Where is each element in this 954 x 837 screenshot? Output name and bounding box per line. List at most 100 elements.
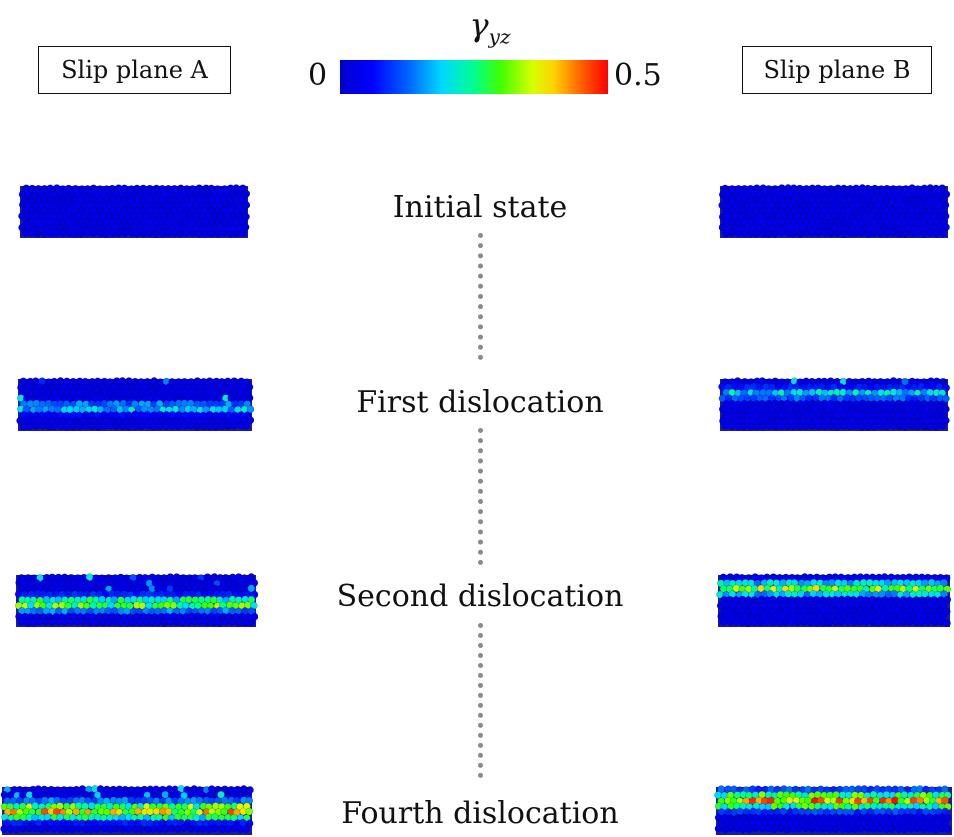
- atom: [136, 825, 145, 833]
- atom: [203, 618, 212, 627]
- atom: [857, 423, 866, 431]
- atom: [133, 229, 141, 238]
- colorbar-symbol-gamma: γ: [469, 6, 489, 44]
- atom: [942, 405, 950, 413]
- atom: [752, 229, 761, 238]
- atom: [862, 618, 870, 626]
- atom: [867, 393, 875, 402]
- atom: [942, 223, 950, 232]
- atom: [806, 618, 815, 627]
- atom: [940, 590, 949, 598]
- atom: [943, 619, 951, 627]
- slab-b-second: [716, 573, 952, 627]
- atom: [89, 229, 98, 238]
- atom: [128, 618, 137, 627]
- atom: [867, 190, 875, 199]
- atom: [62, 423, 71, 431]
- atom: [40, 796, 49, 805]
- atom: [807, 824, 816, 833]
- atom: [719, 618, 728, 626]
- atom: [794, 824, 803, 833]
- atom: [721, 422, 730, 430]
- atom: [901, 230, 910, 238]
- atom: [894, 399, 903, 408]
- atom: [239, 229, 247, 237]
- atom: [939, 410, 947, 419]
- atom: [890, 589, 898, 598]
- atom: [900, 825, 909, 834]
- atom: [762, 618, 771, 626]
- atom: [242, 201, 250, 209]
- atom: [739, 423, 748, 431]
- atom: [789, 422, 798, 431]
- atom: [246, 405, 254, 414]
- atom: [746, 423, 755, 431]
- atom: [813, 618, 821, 627]
- atom: [242, 189, 250, 198]
- colorbar-symbol-subscript: yz: [488, 24, 511, 49]
- atom: [59, 229, 67, 238]
- atom: [108, 229, 117, 238]
- atom: [112, 824, 120, 833]
- atom: [245, 819, 254, 828]
- atom: [239, 195, 247, 204]
- atom: [68, 825, 77, 833]
- atom: [245, 807, 254, 816]
- atom: [857, 229, 866, 237]
- atom: [936, 617, 945, 626]
- atom: [869, 824, 878, 833]
- atom: [217, 790, 225, 799]
- atom: [789, 229, 798, 238]
- atom: [942, 383, 950, 392]
- slab-b-first: [718, 377, 950, 431]
- atom: [187, 824, 195, 833]
- atom: [173, 212, 181, 221]
- atom: [124, 422, 133, 431]
- atom: [777, 228, 785, 237]
- atom: [784, 589, 793, 598]
- atom: [247, 619, 256, 627]
- colorbar-gradient: [340, 60, 608, 94]
- atom: [856, 824, 865, 833]
- atom: [137, 422, 146, 431]
- atom: [837, 618, 845, 627]
- atom: [207, 229, 216, 238]
- atom: [247, 573, 256, 581]
- atom: [800, 618, 808, 627]
- atom: [728, 422, 736, 431]
- slab-a-initial: [18, 184, 250, 238]
- atom: [938, 422, 947, 430]
- atom: [49, 824, 58, 833]
- atom: [239, 206, 248, 215]
- state-label-first: First dislocation: [356, 385, 604, 420]
- atom: [135, 618, 144, 627]
- atom: [779, 807, 787, 816]
- atom: [87, 422, 96, 431]
- atom: [197, 618, 205, 626]
- atom: [926, 229, 935, 237]
- atom: [33, 229, 42, 238]
- atom: [228, 618, 236, 626]
- atom: [246, 416, 254, 425]
- atom: [21, 228, 30, 237]
- atom: [219, 229, 228, 237]
- atom: [895, 229, 903, 238]
- atom: [69, 422, 78, 431]
- atom: [919, 230, 928, 238]
- atom: [116, 618, 125, 627]
- atom: [238, 184, 247, 193]
- atom: [796, 229, 805, 238]
- atom: [941, 201, 950, 209]
- atom: [12, 825, 21, 834]
- slip-plane-b-label: Slip plane B: [742, 46, 932, 94]
- atom: [938, 184, 947, 193]
- atom: [758, 217, 767, 226]
- slab-b-initial: [718, 184, 950, 238]
- slab-a-first: [16, 377, 254, 431]
- atom: [179, 824, 188, 833]
- atom: [919, 825, 928, 833]
- atom: [940, 578, 948, 587]
- atom: [924, 617, 933, 626]
- atom: [901, 377, 909, 386]
- atom: [917, 618, 926, 627]
